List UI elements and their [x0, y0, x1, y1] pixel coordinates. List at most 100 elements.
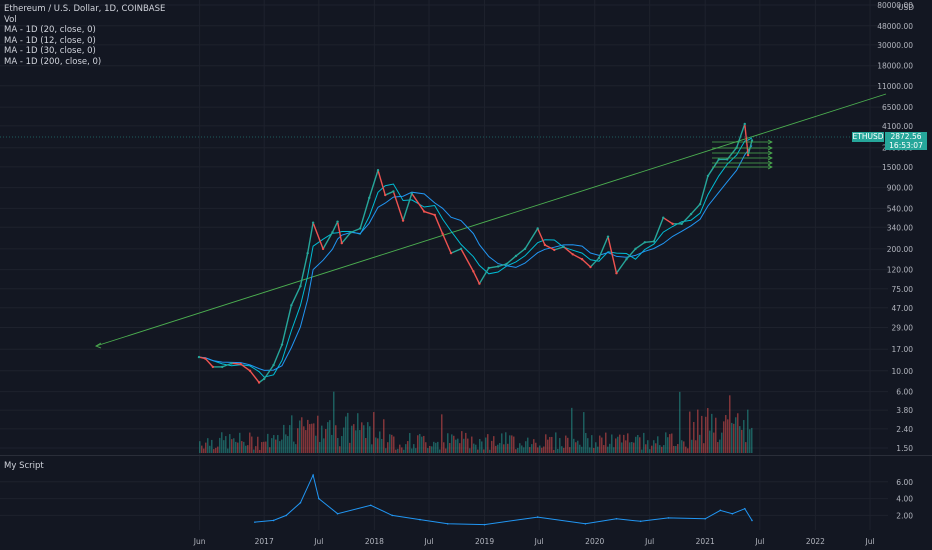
price-segment [368, 170, 379, 199]
volume-bar [469, 448, 471, 453]
script-point [751, 519, 753, 522]
volume-bar [321, 425, 323, 453]
price-point [562, 245, 565, 249]
volume-bar [533, 439, 535, 453]
volume-bar [327, 422, 329, 453]
volume-bar [693, 421, 695, 453]
volume-bar [369, 426, 371, 453]
volume-bar [361, 422, 363, 453]
price-axis-tick: 540.00 [887, 204, 913, 213]
price-segment [411, 193, 425, 212]
volume-bar [517, 447, 519, 453]
price-segment [441, 233, 452, 254]
price-segment [402, 193, 413, 221]
price-point [263, 377, 266, 381]
volume-bar [509, 435, 511, 453]
volume-bar [261, 442, 263, 453]
volume-bar [325, 429, 327, 453]
price-point [652, 240, 656, 243]
volume-bar [529, 447, 531, 453]
price-segment [299, 252, 309, 287]
volume-bar [663, 445, 665, 453]
volume-bar [309, 424, 311, 453]
volume-bar [389, 434, 391, 453]
legend-vol[interactable]: Vol [4, 14, 17, 25]
volume-bar [259, 449, 261, 453]
volume-bar [305, 430, 307, 453]
volume-bar [737, 413, 739, 453]
legend-ma-20[interactable]: MA - 1D (20, close, 0) [4, 25, 96, 36]
volume-bar [653, 440, 655, 453]
volume-bar [383, 419, 385, 453]
price-segment [653, 217, 664, 242]
legend-ma-200[interactable]: MA - 1D (200, close, 0) [4, 56, 102, 67]
legend-title[interactable]: Ethereum / U.S. Dollar, 1D, COINBASE [4, 4, 166, 14]
volume-bar [709, 430, 711, 453]
volume-bar [587, 438, 589, 453]
price-point [671, 222, 674, 226]
volume-bar [619, 434, 621, 453]
price-segment [744, 123, 749, 156]
volume-bar [713, 432, 715, 453]
volume-bar [657, 436, 659, 453]
volume-bar [563, 447, 565, 453]
trendline[interactable] [94, 93, 887, 349]
legend-ma-12[interactable]: MA - 1D (12, close, 0) [4, 35, 96, 46]
script-point [639, 520, 642, 523]
volume-bar [371, 444, 373, 453]
volume-bar [639, 437, 641, 453]
volume-bar [363, 425, 365, 453]
price-axis-tick: 47.00 [892, 304, 914, 313]
volume-bar [347, 412, 349, 453]
price-axis-tick: 340.00 [887, 223, 913, 232]
price-point [662, 216, 665, 219]
price-segment [681, 213, 692, 225]
volume-bar [669, 434, 671, 453]
pane-separator[interactable] [0, 455, 932, 456]
price-point [680, 222, 683, 226]
price-segment [581, 258, 591, 268]
volume-bar [627, 433, 629, 453]
volume-bar [495, 445, 497, 453]
trendline-arrow [94, 342, 102, 349]
price-segment [589, 257, 600, 268]
price-segment [563, 246, 574, 255]
volume-bar [427, 448, 429, 453]
volume-bar [461, 431, 463, 453]
volume-bar [411, 448, 413, 453]
volume-bar [277, 435, 279, 453]
price-point [689, 212, 693, 216]
price-point [358, 227, 362, 230]
volume-bar [233, 438, 235, 453]
volume-bar [721, 432, 723, 453]
volume-bar [575, 442, 577, 453]
volume-bar [521, 445, 523, 453]
price-segment [625, 248, 637, 260]
script-pane-label[interactable]: My Script [4, 461, 44, 471]
script-point [285, 514, 288, 517]
volume-bar [531, 444, 533, 453]
price-axis-tick: 6.00 [896, 388, 913, 397]
price-axis-tick: 1.50 [896, 444, 913, 453]
price-point [368, 196, 371, 200]
price-segment [377, 170, 386, 196]
script-point [336, 512, 339, 515]
volume-bar [247, 445, 249, 453]
price-point [505, 262, 508, 266]
volume-bar [723, 421, 725, 453]
price-segment [537, 228, 546, 246]
volume-bar [237, 442, 239, 453]
legend-ma-30[interactable]: MA - 1D (30, close, 0) [4, 46, 96, 57]
price-point [553, 248, 556, 252]
price-point [272, 363, 275, 367]
horizontal-levels[interactable] [0, 136, 850, 170]
volume-bar [539, 445, 541, 453]
volume-bar [301, 417, 303, 453]
volume-bar [579, 444, 581, 453]
time-axis[interactable]: Jun 2017 Jul 2018 Jul 2019 Jul 2020 Jul 2021 Jul 20… [193, 537, 875, 546]
volume-bar [743, 420, 745, 453]
price-point [514, 254, 518, 258]
volume-bar [739, 426, 741, 453]
